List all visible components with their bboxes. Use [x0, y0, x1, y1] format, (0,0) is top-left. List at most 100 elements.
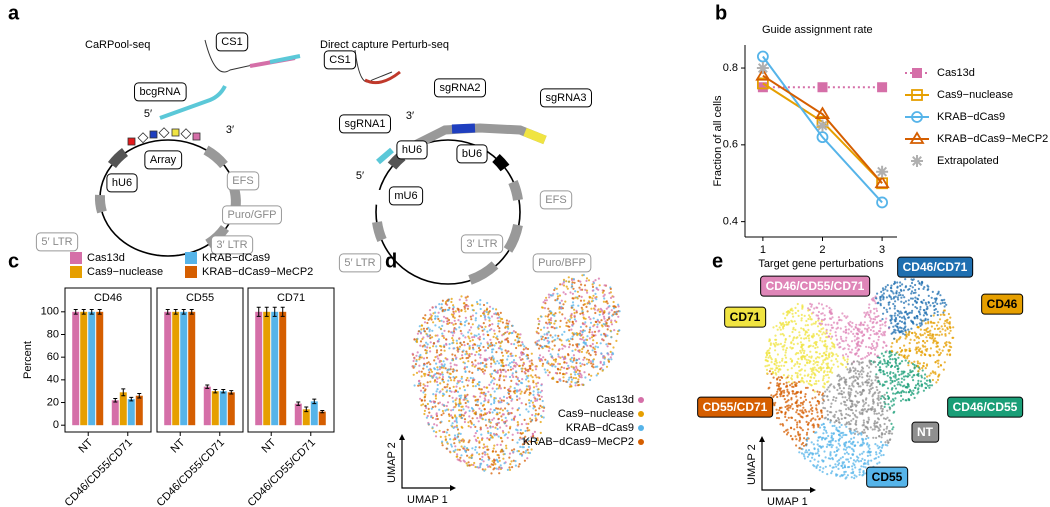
umap-point [470, 463, 473, 466]
umap-point [784, 341, 787, 344]
y-axis-label: Percent [22, 341, 34, 379]
umap-point [479, 457, 482, 461]
umap-point [576, 290, 580, 293]
umap-point [841, 466, 845, 469]
umap-point [489, 345, 492, 348]
umap-point [896, 296, 899, 299]
umap-point [471, 336, 474, 339]
umap-point [470, 318, 473, 321]
umap-point [605, 307, 608, 310]
umap-point [572, 277, 575, 281]
umap-point [512, 375, 515, 379]
umap-point [527, 369, 530, 373]
umap-point [863, 315, 867, 318]
umap-point [508, 390, 511, 393]
umap-point [787, 409, 790, 412]
umap-point [840, 436, 844, 439]
umap-point [498, 341, 501, 344]
umap-point [551, 348, 554, 351]
umap-point [791, 438, 794, 441]
umap-point [454, 310, 457, 313]
umap-point [923, 328, 926, 332]
umap-point [602, 300, 606, 303]
umap-point [911, 309, 914, 312]
umap-point [458, 326, 461, 329]
umap-point [778, 361, 781, 364]
umap-point [801, 429, 804, 432]
umap-point [418, 370, 421, 373]
umap-point [914, 348, 917, 351]
umap-point [854, 466, 857, 469]
umap-point [928, 379, 931, 382]
umap-point [896, 390, 900, 393]
umap-point [897, 294, 900, 297]
umap-point [574, 369, 577, 372]
umap-point [567, 325, 570, 328]
umap-point [807, 328, 810, 331]
umap-point [933, 321, 936, 325]
umap-point [537, 388, 540, 391]
marker [755, 67, 771, 81]
umap-point [814, 341, 817, 344]
umap-point [484, 392, 487, 395]
umap-point [850, 402, 854, 405]
umap-point [467, 305, 470, 308]
umap-point [422, 364, 425, 367]
umap-point [893, 353, 897, 356]
umap-point [907, 364, 910, 367]
umap-point [868, 390, 872, 393]
umap-point [508, 427, 512, 430]
umap-point [514, 464, 518, 467]
umap-point [479, 361, 483, 365]
umap-point [880, 440, 883, 444]
umap-point [805, 380, 809, 383]
umap-point [589, 326, 592, 329]
umap-point [837, 418, 841, 421]
umap-point [503, 386, 506, 389]
umap-point [544, 302, 547, 305]
umap-point [495, 407, 498, 410]
umap-point [791, 390, 794, 393]
umap-point [923, 341, 927, 344]
umap-point [817, 393, 821, 396]
umap-point [528, 385, 531, 388]
umap-point [792, 315, 795, 318]
umap-point [850, 476, 853, 479]
umap-point [830, 402, 833, 405]
umap-point [514, 339, 517, 342]
umap-point [925, 308, 928, 311]
umap-point [948, 332, 951, 335]
umap-point [456, 346, 459, 349]
umap-point [482, 446, 485, 449]
umap-point [428, 309, 432, 312]
umap-point [801, 343, 804, 346]
legend-swatch [185, 266, 197, 278]
umap-point [450, 297, 453, 300]
umap-point [467, 461, 470, 464]
umap-point [777, 370, 780, 373]
umap-point [520, 452, 523, 455]
umap-point [578, 295, 581, 298]
umap-point [543, 368, 546, 371]
umap-point [934, 308, 938, 311]
umap-point [583, 356, 586, 359]
umap-point [809, 383, 812, 386]
umap-point [849, 391, 852, 394]
umap-point [420, 375, 423, 378]
umap-point [497, 417, 500, 420]
umap-point [814, 320, 818, 323]
umap-point [503, 379, 506, 382]
umap-point [846, 358, 849, 361]
umap-point [581, 310, 584, 313]
umap-point [900, 316, 904, 319]
umap-point [829, 337, 833, 340]
umap-point [442, 315, 446, 318]
axis-arrow [399, 434, 456, 491]
umap-point [845, 408, 848, 411]
diagram-label: 3′ [406, 110, 414, 122]
umap-point [877, 427, 880, 430]
umap-point [846, 343, 850, 346]
umap-point [483, 349, 487, 352]
umap-point [811, 406, 814, 409]
efs-block [203, 145, 228, 169]
